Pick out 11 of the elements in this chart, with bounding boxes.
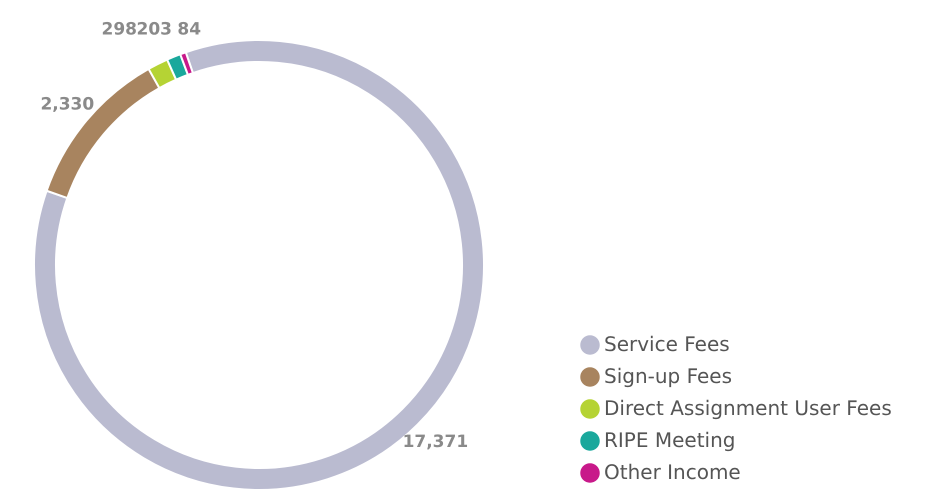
legend-label: Sign-up Fees [604, 364, 732, 388]
donut-slice [33, 39, 485, 491]
legend-label: Other Income [604, 460, 741, 484]
legend-label: Direct Assignment User Fees [604, 396, 892, 420]
legend-label: RIPE Meeting [604, 428, 736, 452]
legend-label: Service Fees [604, 332, 730, 356]
data-label: 17,371 [402, 432, 468, 452]
data-label: 2,330 [40, 94, 94, 114]
data-label: 298 [101, 20, 137, 40]
data-label: 84 [177, 20, 202, 40]
data-label: 203 [136, 20, 172, 40]
